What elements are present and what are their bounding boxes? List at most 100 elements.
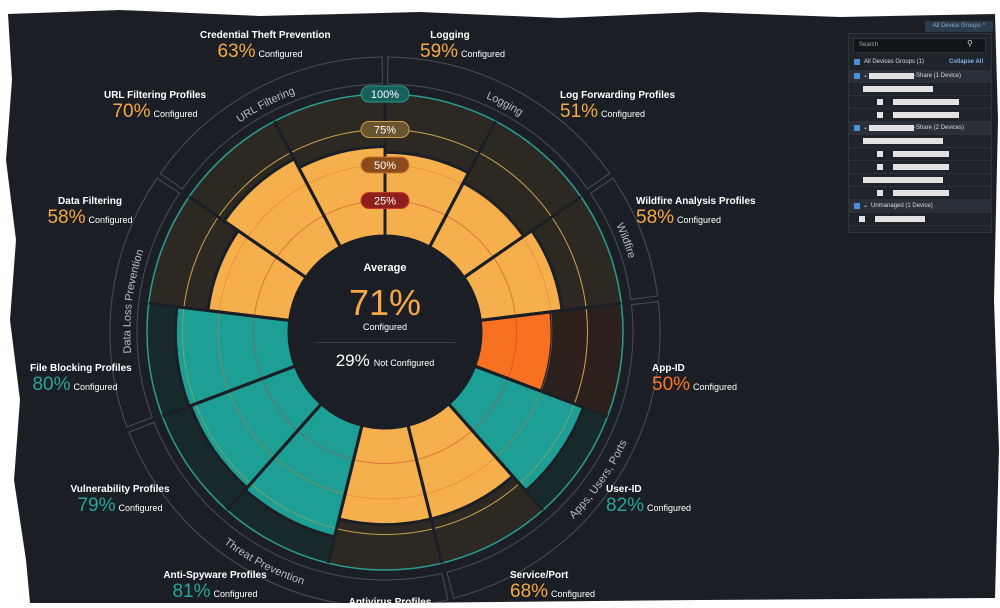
- spoke: [148, 301, 290, 322]
- collapse-all-link[interactable]: Collapse All: [949, 59, 984, 65]
- chevron-down-icon[interactable]: ⌄: [863, 125, 869, 131]
- control-title: Service/Port: [510, 570, 569, 581]
- group-arc: [128, 421, 449, 603]
- spoke: [226, 402, 323, 512]
- average-configured-label: Configured: [362, 322, 408, 332]
- average-configured-pct: 71%: [348, 282, 422, 323]
- scale-pill: [360, 156, 410, 174]
- control-suffix: Configured: [647, 503, 692, 513]
- control-title: Data Filtering: [58, 196, 122, 207]
- redacted-name: [863, 86, 933, 92]
- group-label: Unmanaged (1 Device): [871, 203, 933, 209]
- control-pct: 51%: [560, 101, 599, 122]
- control-pct: 68%: [510, 581, 549, 602]
- average-title: Average: [363, 262, 407, 274]
- spoke: [273, 120, 342, 248]
- device-row[interactable]: [849, 96, 991, 109]
- control-suffix: Configured: [551, 589, 596, 599]
- control-pct: 63%: [217, 41, 256, 62]
- control-suffix: Configured: [118, 503, 163, 513]
- control-pct: 59%: [420, 41, 459, 62]
- spoke: [428, 120, 497, 248]
- chevron-down-icon[interactable]: ⌄: [863, 73, 869, 79]
- control-title: File Blocking Profiles: [30, 363, 132, 374]
- checkbox-checked[interactable]: [854, 73, 860, 79]
- average-summary: Average 71% Configured 29% Not Configured: [290, 262, 480, 371]
- group-arc: [159, 56, 383, 190]
- control-pct: 58%: [47, 207, 86, 228]
- checkbox[interactable]: [877, 164, 883, 170]
- checkbox[interactable]: [877, 190, 883, 196]
- control-title: Vulnerability Profiles: [70, 484, 170, 495]
- scale-label: 100%: [371, 89, 399, 101]
- group-arc: [109, 177, 181, 428]
- search-input[interactable]: Search: [853, 38, 986, 53]
- spoke: [326, 424, 364, 564]
- chevron-down-icon[interactable]: ⌄: [863, 203, 869, 209]
- checkbox[interactable]: [877, 151, 883, 157]
- redacted-name: [869, 73, 914, 79]
- device-row[interactable]: [849, 213, 991, 226]
- scale-label: 50%: [374, 160, 396, 172]
- spoke: [474, 364, 609, 418]
- scale-label: 75%: [374, 125, 396, 137]
- checkbox[interactable]: [877, 112, 883, 118]
- center-disc: [289, 236, 481, 428]
- checkbox[interactable]: [859, 216, 865, 222]
- control-label: Service/Port 68% Configured: [510, 570, 595, 603]
- control-suffix: Configured: [88, 215, 133, 225]
- spoke: [463, 195, 582, 279]
- control-title: Logging: [430, 30, 470, 41]
- control-title: Antivirus Profiles: [348, 597, 432, 608]
- control-label: File Blocking Profiles 80% Configured: [30, 363, 132, 396]
- control-pct: 50%: [652, 374, 691, 395]
- control-title: Credential Theft Prevention: [200, 30, 331, 41]
- spoke: [406, 424, 444, 564]
- all-device-groups-button[interactable]: All Device Groups ^: [925, 21, 993, 32]
- control-suffix: Configured: [693, 382, 738, 392]
- device-row[interactable]: [849, 148, 991, 161]
- device-subgroup-row[interactable]: [849, 83, 991, 96]
- not-configured: 29% Not Configured: [290, 351, 480, 371]
- device-subgroup-row[interactable]: [849, 135, 991, 148]
- control-label: Credential Theft Prevention 63% Configured: [200, 30, 331, 63]
- device-group-row[interactable]: ⌄ Unmanaged (1 Device): [849, 200, 991, 213]
- group-arc: [446, 301, 661, 599]
- checkbox[interactable]: [877, 99, 883, 105]
- device-row[interactable]: [849, 187, 991, 200]
- redacted-name: [893, 99, 959, 105]
- spoke: [480, 301, 622, 322]
- checkbox-checked[interactable]: [854, 59, 860, 65]
- group-arc: [387, 56, 611, 190]
- divider: [315, 342, 455, 343]
- control-suffix: Configured: [461, 49, 506, 59]
- spoke: [161, 364, 296, 418]
- control-suffix: Configured: [601, 109, 646, 119]
- redacted-name: [863, 177, 943, 183]
- control-title: Wildfire Analysis Profiles: [636, 196, 756, 207]
- control-title: Log Forwarding Profiles: [560, 90, 676, 101]
- device-row[interactable]: [849, 109, 991, 122]
- control-title: Anti-Spyware Profiles: [163, 570, 267, 581]
- scale-label: 25%: [374, 196, 396, 208]
- checkbox-checked[interactable]: [854, 125, 860, 131]
- control-pct: 70%: [112, 101, 151, 122]
- control-pct: 58%: [636, 207, 675, 228]
- all-devices-row[interactable]: All Devices Groups (1) Collapse All: [849, 56, 991, 68]
- redacted-name: [893, 164, 949, 170]
- checkbox-checked[interactable]: [854, 203, 860, 209]
- redacted-name: [875, 216, 925, 222]
- device-group-row[interactable]: ⌄ -Share (2 Devices): [849, 122, 991, 135]
- device-group-row[interactable]: ⌄ -Share (1 Device): [849, 70, 991, 83]
- control-suffix: Configured: [153, 109, 198, 119]
- scale-pill: [360, 192, 410, 209]
- not-configured-label: Not Configured: [373, 358, 435, 368]
- device-subgroup-row[interactable]: [849, 174, 991, 187]
- search-icon[interactable]: ⚲: [967, 39, 973, 48]
- scale-pill: [360, 121, 410, 138]
- control-label: User-ID 82% Configured: [606, 484, 691, 517]
- all-devices-label: All Devices Groups (1): [864, 59, 925, 65]
- control-label: App-ID 50% Configured: [652, 363, 737, 396]
- device-row[interactable]: [849, 161, 991, 174]
